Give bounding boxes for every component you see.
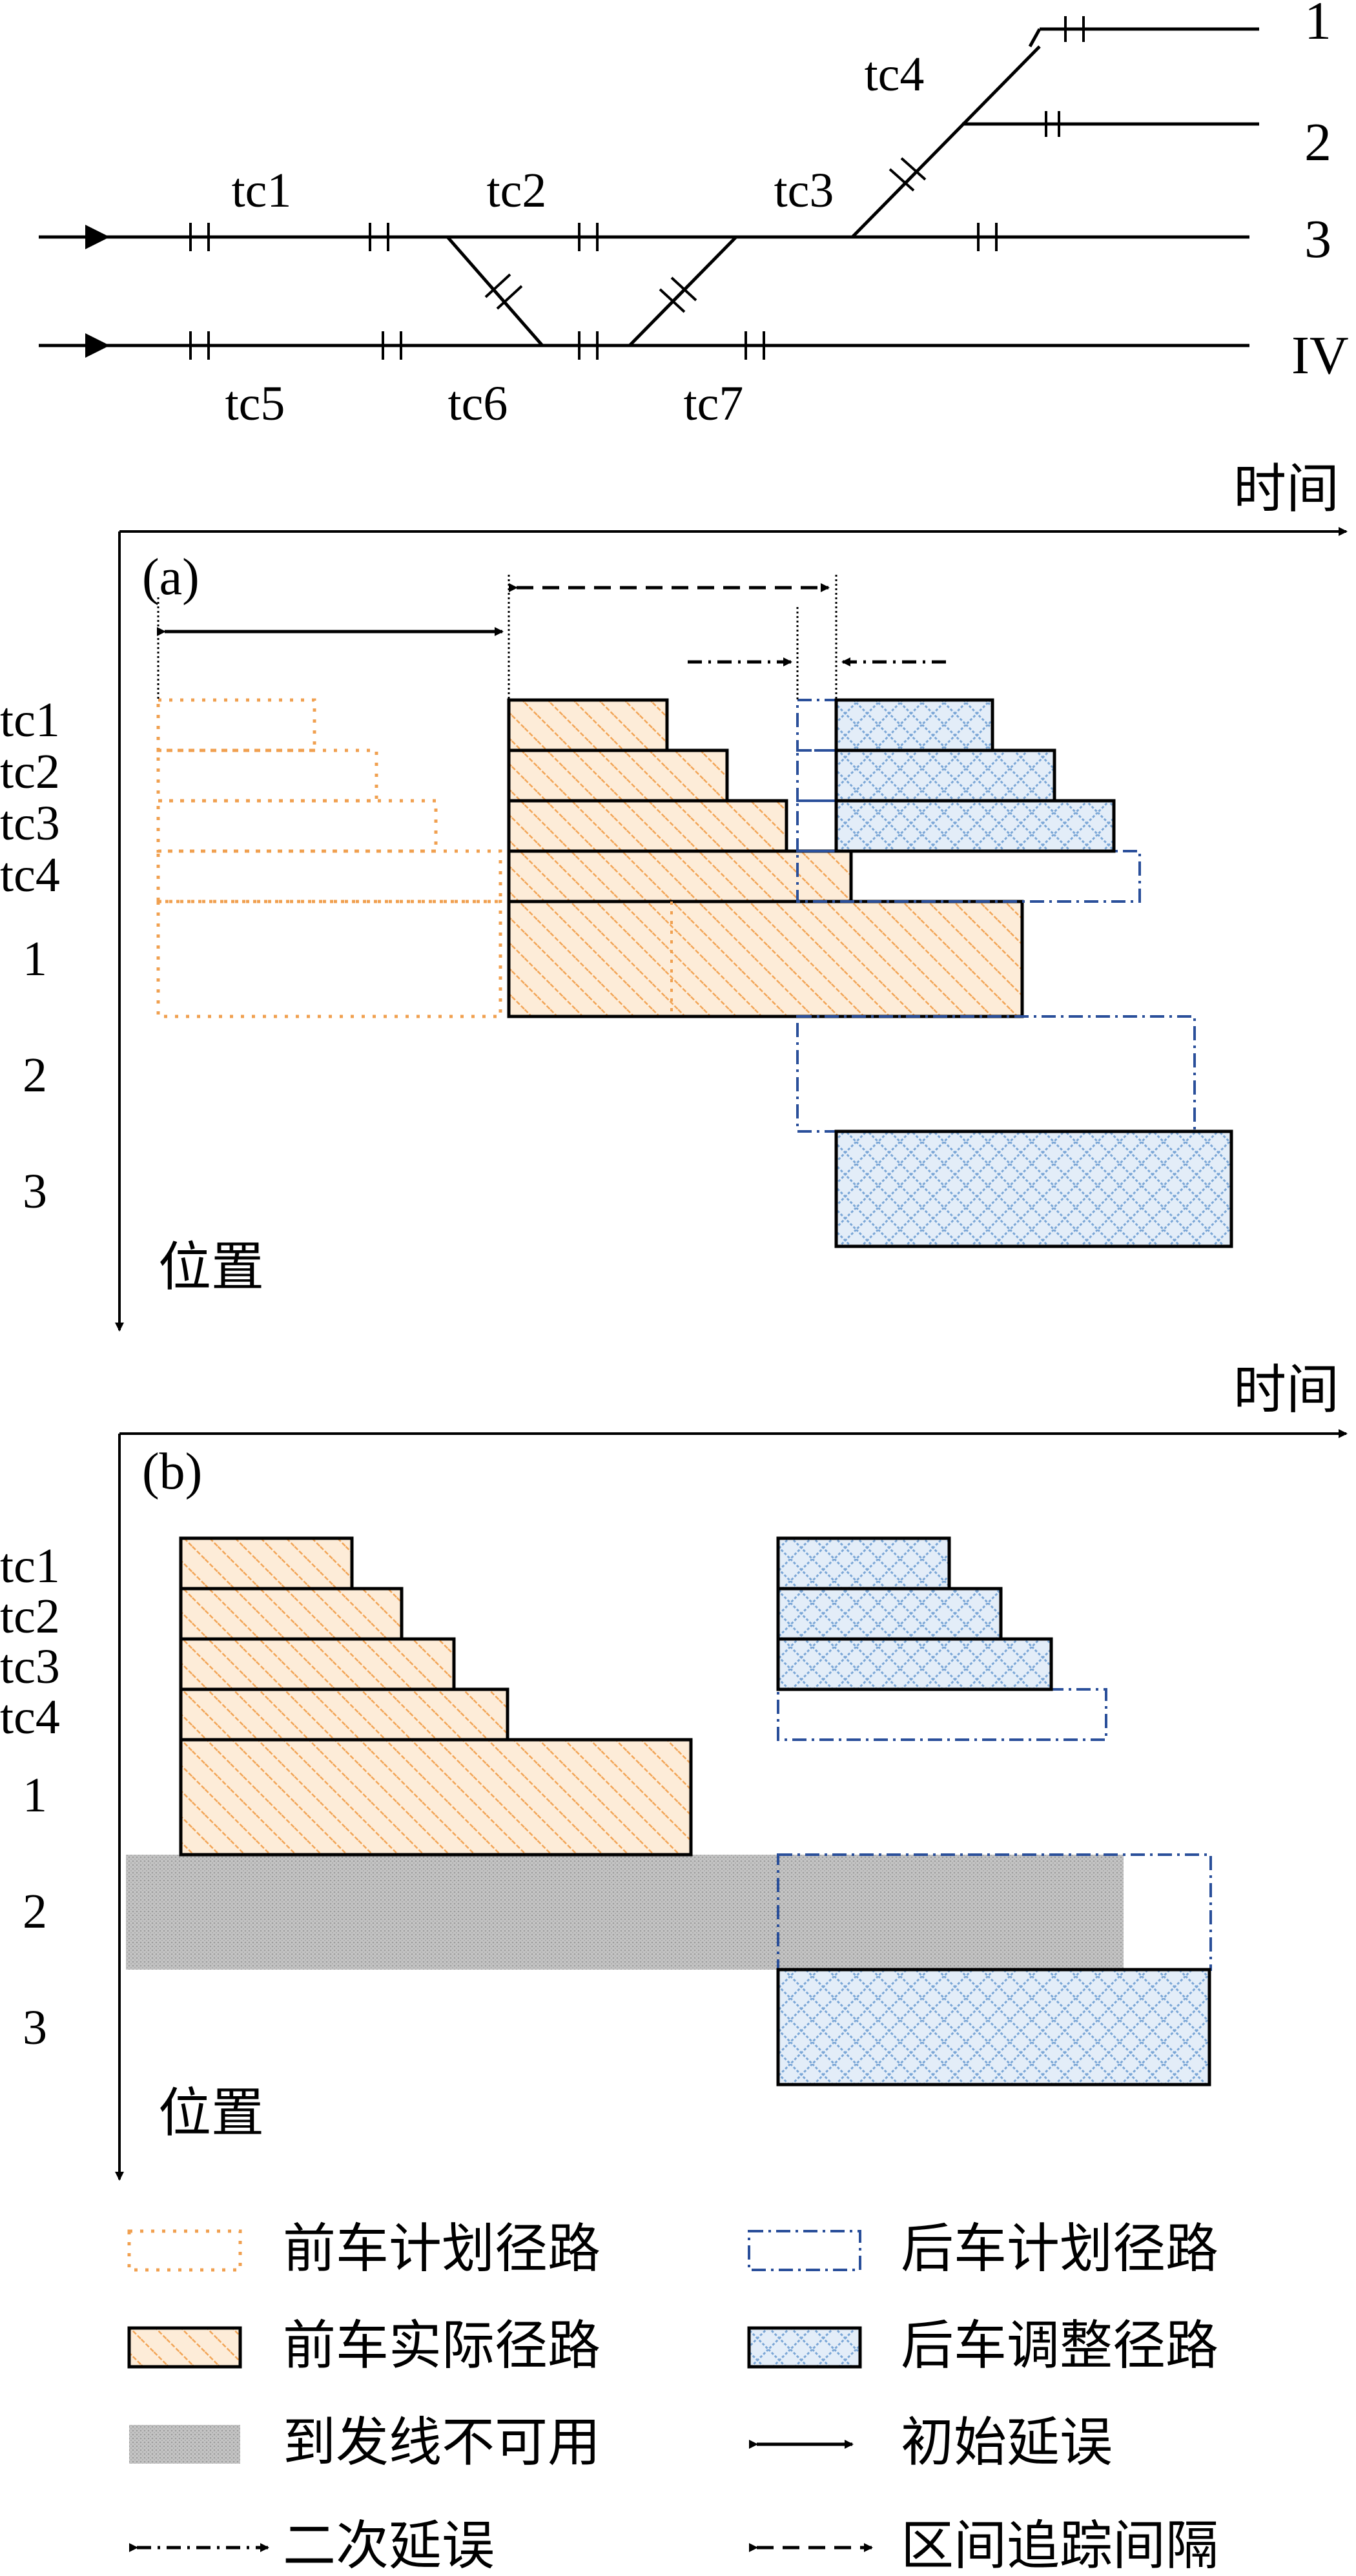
row-label: 1	[23, 932, 47, 986]
legend-label: 前车计划径路	[283, 2220, 601, 2278]
row-label: tc4	[0, 848, 60, 902]
station-track-label: 3	[1304, 209, 1331, 269]
time-axis-label: 时间	[1233, 1361, 1339, 1419]
legend-label: 二次延误	[283, 2517, 495, 2575]
row-label: tc3	[0, 1640, 60, 1694]
legend-label: 后车调整径路	[901, 2316, 1218, 2375]
panel-a: 时间 位置 (a) tc1 tc2 tc3 tc4 1 2 3	[0, 460, 1348, 1332]
track-layout	[39, 27, 1259, 358]
following-adjusted-path	[776, 1536, 1211, 2087]
time-axis-label: 时间	[1233, 460, 1339, 519]
track-circuit-label: tc1	[232, 163, 292, 218]
row-label: tc2	[0, 1589, 60, 1643]
position-axis-label: 位置	[158, 2084, 264, 2143]
row-label: 1	[23, 1768, 47, 1822]
row-label: tc1	[0, 693, 60, 747]
row-label: 2	[23, 1048, 47, 1102]
track-circuit-label: tc7	[684, 376, 744, 431]
panel-b: 时间 位置 (b) tc1 tc2 tc3 tc4 1 2 3	[0, 1361, 1348, 2181]
station-track-label: 2	[1304, 112, 1331, 172]
station-track-label: 1	[1304, 0, 1331, 51]
unavailable-track-area	[126, 1855, 1124, 1970]
leading-actual-path	[507, 698, 1024, 1018]
row-label: tc4	[0, 1690, 60, 1744]
legend-label: 到发线不可用	[283, 2413, 601, 2472]
track-circuit-label: tc5	[225, 376, 285, 431]
station-track-label: IV	[1291, 325, 1349, 386]
row-label: 3	[23, 1164, 47, 1219]
track-circuit-label: tc6	[448, 376, 508, 431]
track-circuit-label: tc2	[487, 163, 547, 218]
row-label: 3	[23, 2001, 47, 2055]
track-circuit-label: tc3	[774, 163, 834, 218]
legend-swatch-following-planned	[748, 2230, 861, 2271]
row-label: tc3	[0, 796, 60, 850]
legend-swatch-unavailable	[129, 2425, 240, 2464]
legend-label: 初始延误	[901, 2413, 1113, 2472]
leading-planned-path	[156, 698, 502, 1018]
legend-label: 区间追踪间隔	[901, 2517, 1218, 2575]
position-axis-label: 位置	[158, 1238, 264, 1297]
legend-label: 前车实际径路	[283, 2316, 601, 2375]
following-adjusted-path	[834, 698, 1233, 1248]
entry-arrow-icon	[85, 225, 110, 249]
track-circuit-label: tc4	[865, 47, 925, 101]
panel-label: (a)	[142, 549, 200, 606]
row-label: tc2	[0, 745, 60, 799]
leading-actual-path	[179, 1536, 693, 1857]
legend-swatch-leading-planned	[127, 2229, 242, 2272]
insulated-joints	[189, 16, 1085, 360]
legend-swatch-following-adjusted	[747, 2326, 862, 2369]
row-label: tc1	[0, 1539, 60, 1593]
legend: 前车计划径路 后车计划径路 前车实际径路 后车调整径路 到发线不可用 初始延误 …	[127, 2220, 1218, 2575]
legend-label: 后车计划径路	[901, 2220, 1218, 2278]
panel-label: (b)	[142, 1443, 202, 1500]
row-label: 2	[23, 1884, 47, 1939]
entry-arrow-icon	[85, 333, 110, 358]
legend-swatch-leading-actual	[127, 2326, 242, 2369]
